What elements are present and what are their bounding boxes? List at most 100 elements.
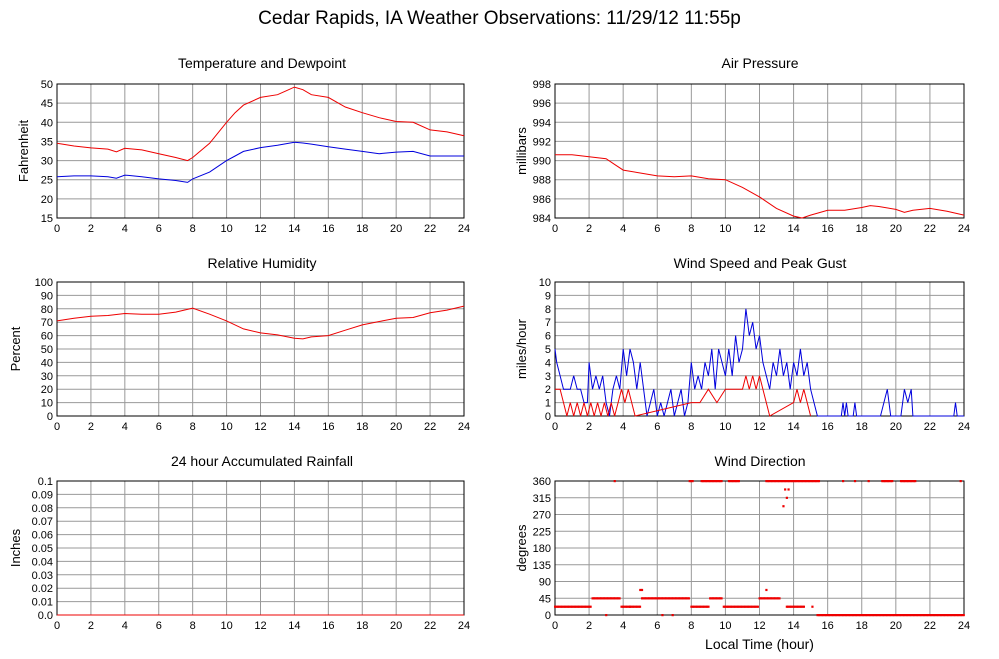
direction-point <box>922 614 926 617</box>
y-tick-label: 225 <box>533 526 551 538</box>
y-axis-label: Fahrenheit <box>16 120 31 183</box>
x-tick-label: 12 <box>753 620 765 632</box>
y-tick-label: 30 <box>41 156 53 168</box>
direction-point <box>776 597 780 600</box>
y-tick-label: 0 <box>47 411 53 423</box>
plot-frame <box>554 83 965 219</box>
direction-point <box>703 605 706 608</box>
direction-point <box>639 588 642 592</box>
direction-point <box>795 480 798 483</box>
x-tick-label: 6 <box>654 421 660 433</box>
direction-point <box>594 597 597 600</box>
direction-point <box>614 597 617 600</box>
direction-point <box>910 614 913 617</box>
direction-point <box>765 597 768 600</box>
direction-point <box>870 614 873 617</box>
direction-point <box>836 614 839 617</box>
direction-point <box>920 614 923 617</box>
direction-point <box>935 614 938 617</box>
direction-point <box>714 597 717 600</box>
y-tick-label: 0 <box>545 610 551 622</box>
direction-point <box>887 614 890 617</box>
x-axis-label: Local Time (hour) <box>705 636 814 652</box>
direction-point <box>942 614 945 617</box>
direction-point <box>800 480 804 483</box>
direction-point <box>608 597 611 600</box>
direction-point <box>640 588 644 592</box>
direction-point <box>912 480 915 483</box>
chart-title: 24 hour Accumulated Rainfall <box>171 453 353 469</box>
direction-point <box>711 480 715 483</box>
direction-point <box>927 614 930 617</box>
direction-point <box>755 605 758 608</box>
direction-point <box>561 605 564 608</box>
series-line-red <box>555 154 965 219</box>
y-tick-label: 990 <box>533 156 551 168</box>
chart-title: Wind Speed and Peak Gust <box>674 255 847 271</box>
x-tick-label: 4 <box>122 223 128 235</box>
direction-point <box>902 480 905 483</box>
direction-point <box>656 597 659 600</box>
x-tick-label: 18 <box>356 421 368 433</box>
x-tick-label: 12 <box>753 421 765 433</box>
direction-point <box>949 614 953 617</box>
x-tick-label: 22 <box>424 223 436 235</box>
direction-point <box>653 597 656 600</box>
direction-point <box>921 614 924 617</box>
direction-point <box>607 597 610 600</box>
direction-point <box>741 605 744 608</box>
x-tick-label: 14 <box>787 421 799 433</box>
chart-rh: 0 2 4 6 8 10 12 14 16 18 20 22 240102030405060708090… <box>8 255 470 433</box>
direction-point <box>736 605 740 608</box>
direction-point <box>775 480 778 483</box>
direction-point <box>559 605 562 608</box>
direction-point <box>601 597 604 600</box>
direction-point <box>810 480 813 483</box>
direction-point <box>556 605 560 608</box>
direction-point <box>900 614 903 617</box>
direction-point <box>941 614 944 617</box>
direction-point <box>719 597 722 600</box>
y-tick-label: 70 <box>41 317 53 329</box>
x-tick-label: 2 <box>586 620 592 632</box>
direction-point <box>962 614 965 617</box>
direction-point <box>805 480 808 483</box>
direction-point <box>787 488 790 491</box>
x-tick-label: 2 <box>88 620 94 632</box>
direction-point <box>938 614 941 617</box>
direction-point <box>611 597 614 600</box>
direction-point <box>714 480 717 483</box>
direction-point <box>785 605 788 608</box>
direction-point <box>904 480 907 483</box>
direction-point <box>861 614 865 617</box>
direction-point <box>811 605 814 608</box>
direction-point <box>772 597 775 600</box>
direction-point <box>834 614 838 617</box>
direction-point <box>554 605 557 608</box>
direction-point <box>673 597 676 600</box>
x-tick-label: 14 <box>288 421 300 433</box>
direction-point <box>592 597 596 600</box>
direction-point <box>772 480 775 483</box>
direction-point <box>797 605 800 608</box>
x-tick-label: 10 <box>719 421 731 433</box>
x-tick-label: 16 <box>822 223 834 235</box>
direction-point <box>691 480 694 483</box>
direction-point <box>573 605 577 608</box>
y-tick-label: 360 <box>533 476 551 488</box>
direction-point <box>682 597 685 600</box>
direction-point <box>686 597 689 600</box>
direction-point <box>562 605 565 608</box>
x-tick-label: 2 <box>88 421 94 433</box>
direction-point <box>640 597 644 600</box>
direction-point <box>888 480 891 483</box>
direction-point <box>884 480 887 483</box>
direction-point <box>889 480 892 483</box>
direction-point <box>716 597 719 600</box>
direction-point <box>897 614 900 617</box>
x-tick-label: 22 <box>424 421 436 433</box>
direction-point <box>881 480 884 483</box>
x-tick-label: 6 <box>654 223 660 235</box>
direction-point <box>909 480 913 483</box>
direction-point <box>710 480 713 483</box>
